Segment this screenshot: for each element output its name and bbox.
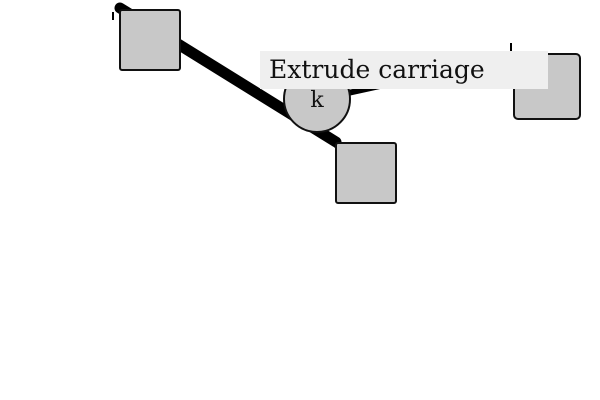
tooltip-text: Extrude carriage <box>269 55 485 84</box>
node-top-left[interactable] <box>119 9 181 71</box>
tooltip: Extrude carriage <box>260 51 548 89</box>
node-center-label: k <box>310 88 324 113</box>
node-bottom-center[interactable] <box>335 142 397 204</box>
